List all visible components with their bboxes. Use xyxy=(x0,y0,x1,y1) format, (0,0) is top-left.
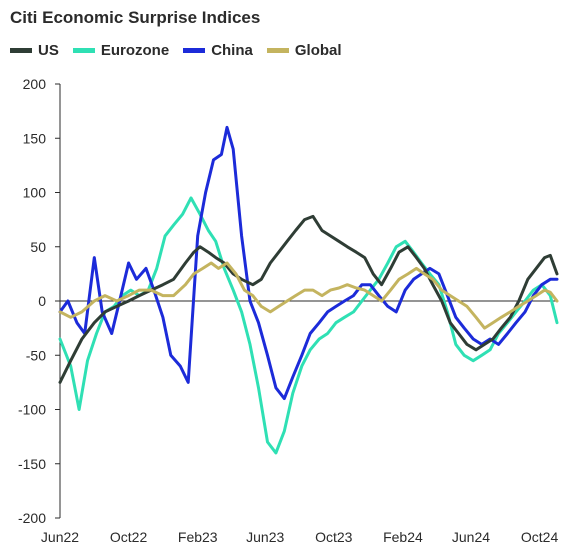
y-tick-label: -100 xyxy=(18,402,46,418)
y-tick-label: -50 xyxy=(26,347,46,363)
x-tick-label: Oct23 xyxy=(315,529,353,545)
y-tick-label: -150 xyxy=(18,456,46,472)
chart-legend: US Eurozone China Global xyxy=(10,42,356,59)
x-tick-label: Oct22 xyxy=(110,529,148,545)
y-tick-label: 50 xyxy=(30,239,46,255)
x-tick-label: Jun24 xyxy=(452,529,490,545)
y-tick-label: 200 xyxy=(23,76,47,92)
legend-swatch-us xyxy=(10,48,32,53)
series-line-china xyxy=(58,125,559,401)
legend-label-us: US xyxy=(38,42,59,59)
y-tick-label: -200 xyxy=(18,510,46,526)
chart-axes: 200 150 100 50 0 -50 -100 -150 -200 Jun22 Oct22 Feb… xyxy=(18,76,558,545)
legend-item-global: Global xyxy=(266,42,342,59)
chart-series-lines xyxy=(58,125,559,455)
chart-title: Citi Economic Surprise Indices xyxy=(10,8,261,27)
y-tick-label: 100 xyxy=(23,185,47,201)
legend-item-eurozone: Eurozone xyxy=(72,42,170,59)
series-line-us xyxy=(58,214,559,384)
legend-item-china: China xyxy=(183,42,253,59)
x-tick-label: Oct24 xyxy=(521,529,559,545)
x-tick-label: Jun22 xyxy=(41,529,79,545)
legend-swatch-global xyxy=(266,48,289,53)
legend-swatch-eurozone xyxy=(72,48,95,53)
legend-label-global: Global xyxy=(294,42,342,59)
legend-swatch-china xyxy=(183,48,206,53)
legend-label-eurozone: Eurozone xyxy=(100,42,170,59)
series-line-global xyxy=(58,261,559,330)
y-tick-label: 150 xyxy=(23,130,47,146)
x-tick-label: Feb24 xyxy=(383,529,423,545)
y-tick-label: 0 xyxy=(38,293,46,309)
x-tick-label: Jun23 xyxy=(246,529,284,545)
x-tick-label: Feb23 xyxy=(178,529,218,545)
legend-label-china: China xyxy=(211,42,253,59)
legend-item-us: US xyxy=(10,42,59,59)
